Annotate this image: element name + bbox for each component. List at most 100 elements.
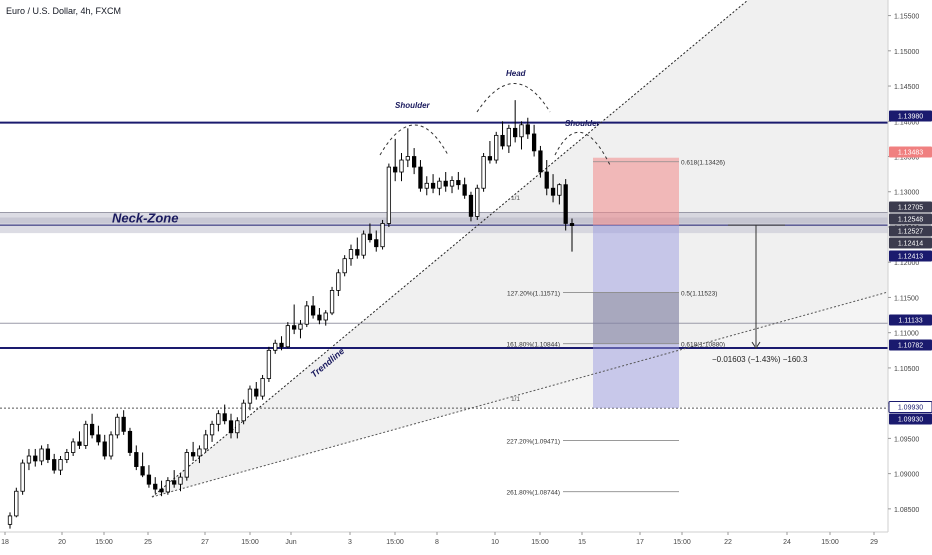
candle — [83, 420, 88, 449]
time-tick-label: 15:00 — [821, 539, 839, 546]
candle-body — [153, 483, 158, 490]
time-tick-label: 29 — [870, 539, 878, 546]
candle — [569, 218, 575, 252]
candle — [462, 177, 467, 199]
candle-body — [550, 187, 556, 196]
candle — [367, 223, 373, 243]
candle — [418, 160, 423, 192]
candle-body — [374, 239, 379, 248]
candle-body — [323, 312, 328, 321]
stop-loss-zone — [593, 157, 679, 226]
price-tag-label: 1.10782 — [898, 343, 923, 350]
candle — [317, 308, 322, 325]
trendline-main — [151, 0, 749, 498]
candle-body — [26, 455, 32, 464]
time-tick-label: 25 — [144, 539, 152, 546]
candle — [531, 124, 537, 157]
time-tick-label: 15:00 — [241, 539, 259, 546]
price-tag-bg — [889, 237, 932, 249]
time-tick-label: 18 — [1, 539, 9, 546]
candle-body — [273, 342, 278, 351]
candle-body — [216, 413, 221, 425]
candle — [487, 141, 493, 164]
candle — [449, 176, 455, 194]
left-shoulder-arc — [379, 124, 449, 156]
candle-body — [260, 378, 265, 397]
candle — [71, 438, 76, 457]
price-tick-label: 1.14000 — [894, 119, 919, 126]
candle — [108, 431, 114, 460]
price-tag-label: 1.13483 — [898, 150, 923, 157]
fan-label-upper: 1/1 — [511, 195, 520, 202]
price-tag-bg — [889, 146, 932, 158]
candle-body — [418, 166, 423, 189]
candle-body — [538, 150, 543, 173]
left-shoulder-label: Shoulder — [395, 101, 431, 110]
candle — [172, 470, 177, 488]
candle-body — [96, 434, 101, 443]
candle-body — [513, 127, 518, 138]
candle-body — [159, 488, 164, 493]
candle — [411, 148, 417, 175]
candle — [140, 452, 145, 478]
candle-body — [468, 194, 474, 217]
price-tag: 1.09930 — [888, 401, 932, 413]
candle-body — [228, 420, 234, 434]
candle-body — [121, 416, 126, 432]
candle-body — [222, 413, 227, 422]
candle — [228, 413, 234, 439]
candle-body — [563, 184, 568, 224]
candle — [235, 417, 240, 439]
price-tag: 1.12414 — [889, 237, 932, 249]
time-tick-label: 10 — [491, 539, 499, 546]
candle-body — [531, 133, 537, 152]
fib-label-4: 0.618(1.10880) — [681, 342, 725, 349]
candle-body — [317, 314, 322, 321]
candle-body — [178, 476, 183, 485]
candle — [374, 230, 379, 252]
candle — [266, 346, 272, 383]
candle-body — [475, 187, 480, 217]
price-tag: 1.12527 — [889, 225, 932, 237]
price-tag-bg — [889, 213, 932, 225]
price-tag: 1.10782 — [889, 339, 932, 351]
candle — [216, 410, 221, 432]
candle — [222, 404, 227, 425]
candle-body — [525, 124, 530, 135]
candle-body — [430, 182, 436, 189]
candle — [481, 152, 486, 192]
candle-body — [462, 184, 467, 196]
price-tag-label: 1.09930 — [898, 417, 923, 424]
candle — [405, 128, 410, 168]
candle — [563, 179, 568, 231]
fib-label-1: 127.20%(1.11571) — [507, 290, 560, 297]
candle — [89, 413, 95, 439]
candle-body — [285, 325, 290, 348]
candle — [399, 152, 404, 182]
candle — [64, 448, 69, 464]
time-tick-label: 15:00 — [95, 539, 113, 546]
time-tick-label: 22 — [724, 539, 732, 546]
price-tick-label: 1.13000 — [894, 190, 919, 197]
time-tick-label: 15:00 — [673, 539, 691, 546]
candle — [178, 473, 183, 492]
time-tick-label: 24 — [783, 539, 791, 546]
time-tick-label: 15:00 — [531, 539, 549, 546]
candle — [134, 445, 139, 471]
candle — [159, 480, 164, 497]
candle-body — [310, 305, 316, 316]
candle — [456, 172, 461, 190]
candle-body — [184, 452, 189, 478]
candle — [197, 445, 202, 464]
candle — [14, 487, 19, 518]
candle — [393, 138, 398, 182]
candle — [386, 163, 392, 227]
price-tag-bg — [889, 225, 932, 237]
candle-body — [58, 459, 63, 471]
candle-body — [83, 423, 88, 446]
candle — [209, 420, 215, 442]
candle — [336, 269, 341, 297]
price-tick-label: 1.08500 — [894, 507, 919, 514]
